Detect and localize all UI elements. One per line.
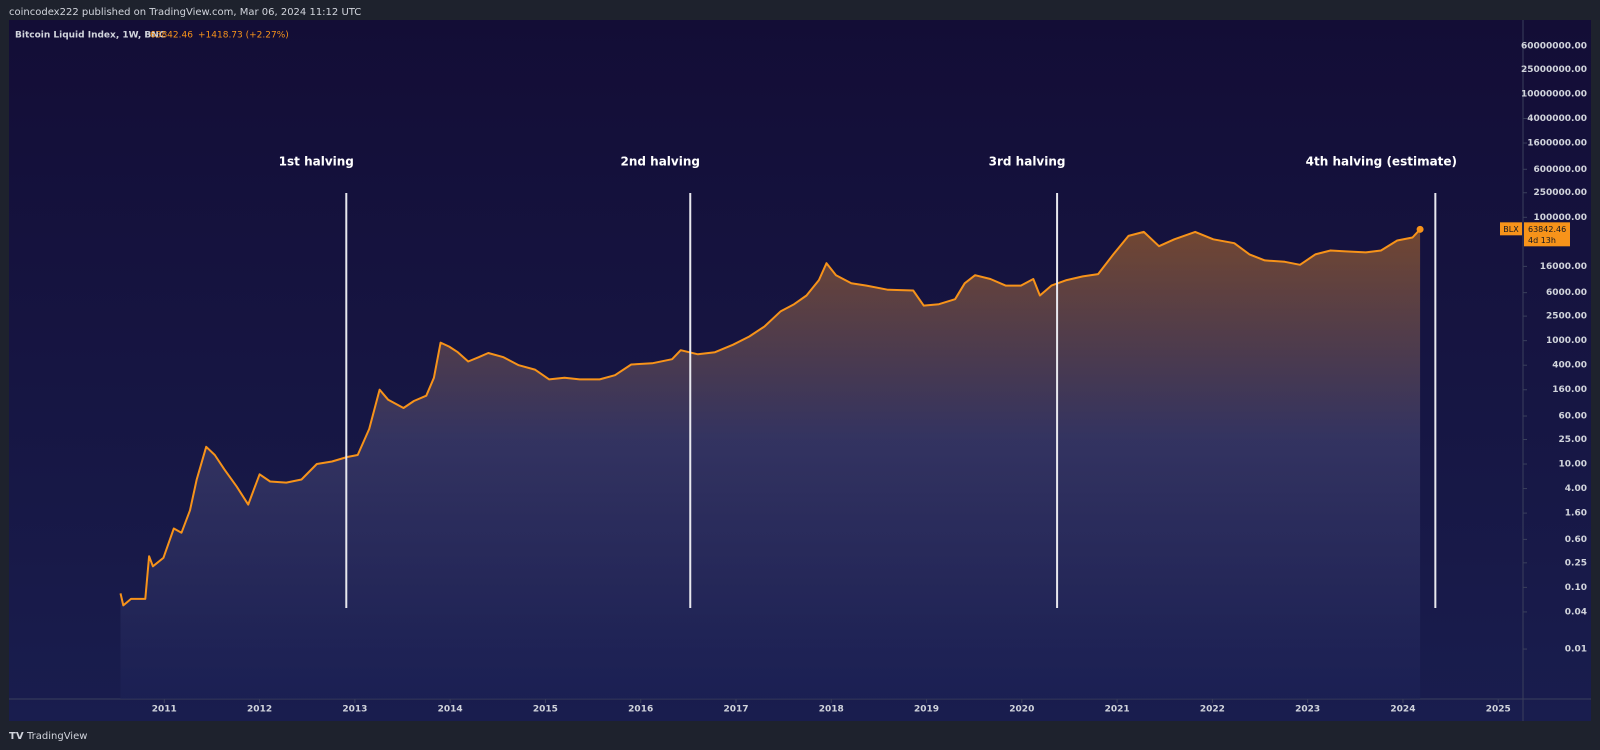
x-tick-label: 2013 <box>342 705 367 715</box>
y-tick-label: 60000000.00 <box>1521 41 1587 51</box>
x-tick-label: 2016 <box>628 705 653 715</box>
x-tick-label: 2012 <box>247 705 272 715</box>
y-tick-label: 0.04 <box>1565 607 1587 617</box>
x-tick-label: 2020 <box>1009 705 1034 715</box>
y-tick-label: 25.00 <box>1559 435 1587 445</box>
halving-label: 1st halving <box>279 155 354 169</box>
logo-mark: TV <box>9 731 24 742</box>
y-tick-label: 10.00 <box>1559 460 1587 470</box>
legend-name: Bitcoin Liquid Index, 1W, BNC <box>15 31 166 41</box>
y-tick-label: 4.00 <box>1565 484 1587 494</box>
x-tick-label: 2011 <box>152 705 177 715</box>
x-tick-label: 2019 <box>914 705 939 715</box>
x-tick-label: 2017 <box>723 705 748 715</box>
x-tick-label: 2014 <box>438 705 463 715</box>
last-point <box>1416 225 1424 233</box>
x-tick-label: 2022 <box>1200 705 1225 715</box>
price-tag-countdown: 4d 13h <box>1528 236 1556 245</box>
y-tick-label: 25000000.00 <box>1521 65 1587 75</box>
y-tick-label: 400.00 <box>1552 361 1587 371</box>
price-tag-box <box>1524 222 1570 247</box>
price-tag-value: 63842.46 <box>1528 225 1566 234</box>
halving-label: 4th halving (estimate) <box>1306 155 1457 169</box>
y-tick-label: 250000.00 <box>1533 188 1587 198</box>
price-tag-symbol: BLX <box>1503 225 1519 234</box>
legend-last: 63842.46 <box>150 31 193 41</box>
x-tick-label: 2015 <box>533 705 558 715</box>
x-tick-label: 2024 <box>1390 705 1415 715</box>
y-tick-label: 0.10 <box>1565 583 1587 593</box>
footer-logo[interactable]: TV TradingView <box>9 731 87 742</box>
y-tick-label: 0.60 <box>1565 535 1587 545</box>
y-tick-label: 1.60 <box>1565 509 1587 519</box>
halving-label: 2nd halving <box>621 155 700 169</box>
publisher: coincodex222 published on TradingView.co… <box>9 7 361 18</box>
y-tick-label: 160.00 <box>1552 385 1587 395</box>
y-tick-label: 4000000.00 <box>1527 114 1587 124</box>
x-tick-label: 2023 <box>1295 705 1320 715</box>
y-tick-label: 1000.00 <box>1546 336 1587 346</box>
y-tick-label: 6000.00 <box>1546 288 1587 298</box>
y-tick-label: 60.00 <box>1559 412 1587 422</box>
price-tag-symbol-box <box>1500 222 1522 236</box>
brand: TradingView <box>26 731 87 742</box>
y-tick-label: 2500.00 <box>1546 312 1587 322</box>
y-tick-label: 10000000.00 <box>1521 89 1587 99</box>
y-tick-label: 600000.00 <box>1533 165 1587 175</box>
x-tick-label: 2025 <box>1486 705 1511 715</box>
x-tick-label: 2018 <box>819 705 844 715</box>
x-tick-label: 2021 <box>1105 705 1130 715</box>
legend-change: +1418.73 (+2.27%) <box>198 31 289 41</box>
y-tick-label: 0.01 <box>1565 645 1587 655</box>
area-fill <box>120 229 1421 700</box>
y-tick-label: 1600000.00 <box>1527 139 1587 149</box>
y-tick-label: 0.25 <box>1565 558 1587 568</box>
y-tick-label: 16000.00 <box>1540 262 1587 272</box>
y-tick-label: 100000.00 <box>1533 213 1587 223</box>
halving-label: 3rd halving <box>989 155 1066 169</box>
